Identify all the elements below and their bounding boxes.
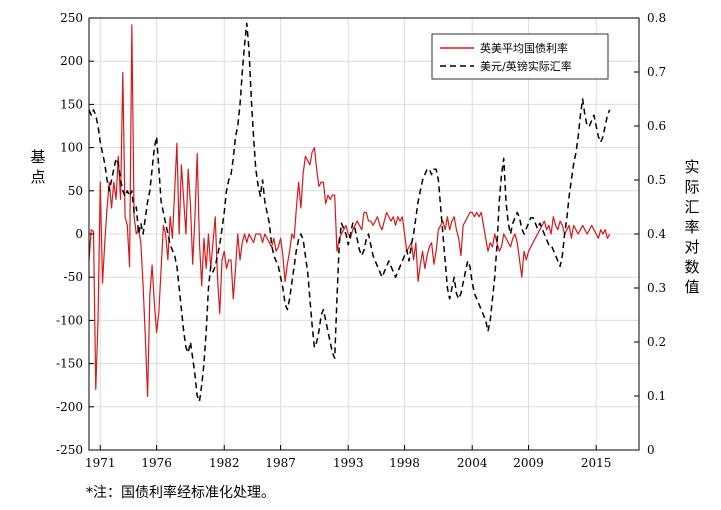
left-tick-label: -150	[56, 357, 83, 371]
axis-title-char: 际	[684, 178, 699, 196]
x-tick-label: 2015	[581, 456, 612, 470]
left-tick-label: -250	[56, 443, 83, 457]
left-tick-label: 0	[75, 227, 83, 241]
axis-title-char: 实	[684, 158, 699, 176]
right-tick-label: 0.7	[647, 65, 666, 79]
legend-box	[431, 33, 609, 80]
axis-title-char: 汇	[684, 198, 699, 216]
left-tick-label: 100	[60, 141, 83, 155]
right-tick-label: 0.8	[647, 11, 666, 25]
series-layer	[88, 22, 611, 403]
x-tick-label: 2009	[513, 456, 544, 470]
left-tick-label: 200	[60, 54, 83, 68]
right-tick-label: 0.4	[647, 227, 666, 241]
x-tick-label: 2004	[457, 456, 488, 470]
x-tick-label: 1976	[141, 456, 172, 470]
axis-title-char: 数	[684, 258, 699, 276]
axis-title-char: 点	[30, 168, 45, 186]
chart-note: *注：国债利率经标准化处理。	[86, 485, 275, 501]
x-tick-label: 1971	[85, 456, 116, 470]
legend: 英美平均国债利率 美元/英镑实际汇率	[431, 33, 609, 80]
axis-title-char: 对	[684, 238, 699, 256]
right-tick-label: 0.6	[647, 119, 666, 133]
left-tick-label: -100	[56, 313, 83, 327]
right-tick-label: 0.5	[647, 173, 666, 187]
axis-title-char: 值	[684, 278, 699, 296]
right-tick-label: 0.2	[647, 335, 666, 349]
x-tick-label: 1982	[209, 456, 240, 470]
left-tick-label: 50	[68, 184, 83, 198]
right-tick-label: 0.3	[647, 281, 666, 295]
axis-title-char: 率	[684, 218, 699, 236]
legend-label-bond-spread: 英美平均国债利率	[480, 41, 568, 55]
left-tick-label: 250	[60, 11, 83, 25]
series-line-exchange-rate	[88, 22, 611, 403]
legend-label-exchange-rate: 美元/英镑实际汇率	[480, 59, 572, 73]
x-tick-label: 1987	[265, 456, 296, 470]
left-axis-title: 基点	[30, 148, 45, 186]
right-tick-label: 0	[647, 443, 655, 457]
axes-layer: -250 -200 -150 -100 -50 0 50 100 150 200 250 0 0.1 0.…	[56, 11, 666, 470]
left-tick-label: -50	[64, 270, 83, 284]
right-tick-label: 0.1	[647, 389, 666, 403]
left-tick-label: -200	[56, 400, 83, 414]
axis-title-char: 基	[30, 148, 45, 166]
x-tick-label: 1993	[333, 456, 364, 470]
x-tick-label: 1998	[389, 456, 420, 470]
left-tick-label: 150	[60, 97, 83, 111]
right-axis-title: 实际汇率对数值	[684, 158, 699, 296]
